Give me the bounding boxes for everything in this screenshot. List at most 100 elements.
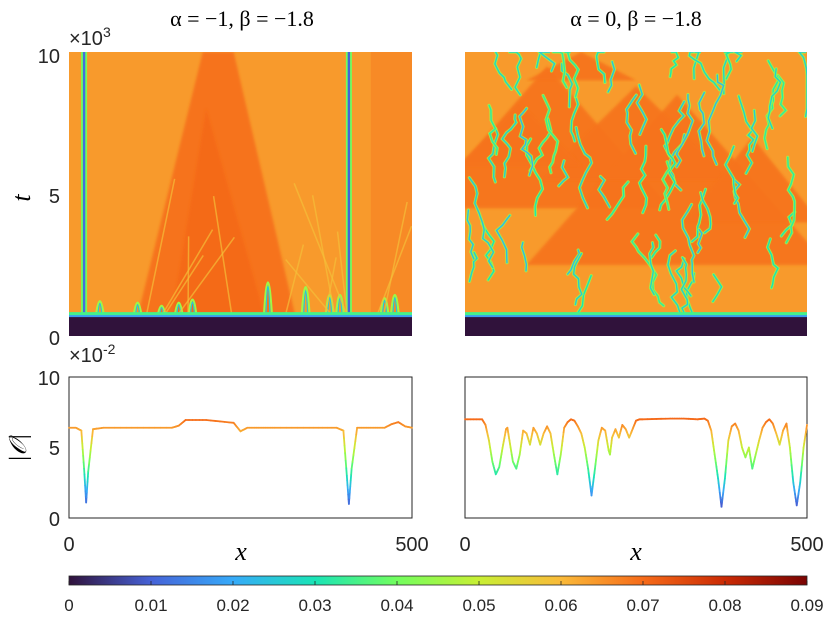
heatmap-filament [529,118,552,172]
profile-segment [345,467,348,477]
heatmap-transient [69,316,412,336]
colorbar-tick-label: 0.01 [134,596,167,615]
heatmap-filament [494,52,513,91]
colorbar-ticks: 0 0.01 0.02 0.03 0.04 0.05 0.06 0.07 0.08 0.09 [64,581,824,615]
profile-right [464,417,808,508]
heatmap-filament [766,238,779,289]
heatmap-filament [572,252,583,306]
heatmap-filament [723,52,734,80]
colorbar-tick-label: 0.03 [298,596,331,615]
heatmap-filament [699,191,712,234]
heatmap-plume [334,293,346,317]
profile-segment [352,447,356,456]
profile-segment [725,458,728,467]
ytick-0: 0 [49,328,60,350]
colorbar-tick-label: 0.06 [544,596,577,615]
heatmap-streak [187,236,190,317]
heatmap-streak [284,244,305,317]
heatmap-plume [300,286,311,317]
heatmap-filament [706,74,725,166]
heatmap-filament [607,60,616,93]
xtick-0: 0 [459,534,470,556]
profile-segment [351,454,355,463]
profile-segment [799,470,803,478]
heatmap-filament [495,214,511,264]
colorbar-tick-label: 0.07 [626,596,659,615]
profile-segment [342,429,345,440]
ytick-5: 5 [49,438,60,460]
heatmap-filament [564,52,580,98]
heatmap-filament [468,251,478,283]
heatmap-streak [293,183,349,317]
profile-segment [805,424,808,430]
heatmap-plume-core [303,290,309,317]
heatmap-filament [785,156,796,244]
heatmap-filament [675,93,694,168]
heatmap-defect-line [82,52,86,317]
heatmap-streak [163,255,204,317]
colorbar-tick-label: 0.08 [708,596,741,615]
heatmap-filament [669,52,680,78]
heatmap-filament [688,52,721,91]
heatmap-filament [724,145,739,205]
heatmap-filament [750,109,759,153]
heatmap-filament [518,107,534,176]
profile-segment [790,458,793,467]
heatmap-filament [566,249,581,275]
heatmap-streak [176,236,235,317]
heatmap-filament [777,74,787,117]
profile-segment [91,428,94,438]
profile-segment [790,464,794,472]
profile-segment [802,446,805,455]
profile-segment [90,435,94,445]
colorbar-tick-label: 0.04 [380,596,413,615]
heatmap-plume [389,293,400,317]
profile-segment [789,446,792,455]
xtick-500: 500 [790,534,823,556]
heatmap-plume-core [189,301,196,317]
heatmap-filament [667,250,682,316]
profile-segment [726,439,730,448]
profile-segment [799,475,802,484]
heatmap-streak [285,259,334,317]
profile-segment [354,433,358,443]
heatmap-transient-edge [69,315,412,318]
colorbar-tick-label: 0.09 [790,596,823,615]
heatmap-streak [382,201,408,317]
profile-right-frame [464,376,808,519]
heatmap-cone-inner [171,108,265,317]
heatmap-defect-line [347,52,351,317]
heatmap-plume [94,300,105,317]
profile-left-frame [68,376,413,519]
title-right: α = 0, β = −1.8 [570,6,701,31]
heatmap-filament [767,68,782,130]
colorbar-tick-label: 0 [64,596,73,615]
heatmap-streak [376,225,412,317]
heatmap-transient-edge [465,312,807,317]
profile-segment [343,444,347,455]
profile-left-axes: 10 5 0 ×10-2 |𝒪| 0 500 x [6,341,429,566]
profile-segment [355,426,359,436]
heatmap-filament [638,145,648,214]
heatmap-filament [598,175,611,208]
profile-segment [789,452,792,461]
heatmap-filament [763,100,774,150]
xtick-500: 500 [395,534,428,556]
y-multiplier-bottom: ×10-2 [69,341,116,367]
heatmap-filament [570,96,579,142]
heatmap-filament [798,52,807,118]
heatmap-filament [508,52,522,96]
heatmap-filament [675,258,692,297]
profile-segment [801,452,804,461]
heatmap-filament [697,228,703,254]
heatmap-streak [212,196,233,317]
heatmap-band [370,52,412,317]
heatmap-filament [501,114,517,178]
profile-segment [791,475,795,484]
ytick-10: 10 [38,46,60,68]
profile-segment [344,452,347,462]
heatmap-filament [659,128,676,211]
heatmap-filament [575,274,592,316]
profile-segment [343,437,346,447]
